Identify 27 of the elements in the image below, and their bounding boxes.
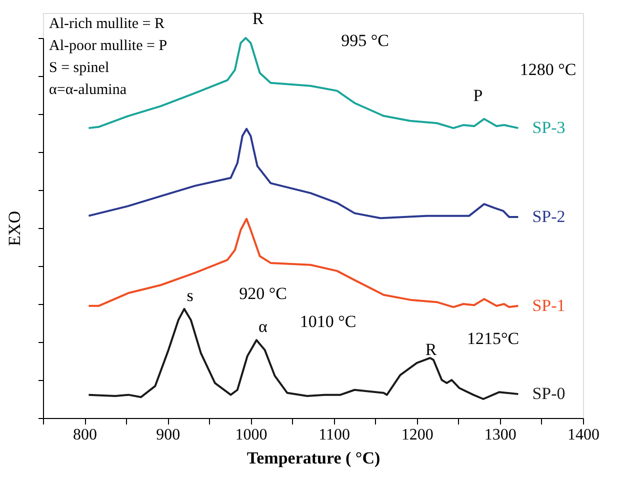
annotation: 1215°C (466, 329, 520, 348)
annotation: 920 °C (239, 284, 287, 303)
annotation: 1280 °C (520, 60, 576, 79)
annotation: 995 °C (341, 31, 389, 50)
series-label: SP-0 (532, 384, 566, 404)
x-tick-label: 800 (73, 426, 98, 444)
annotation: α (258, 317, 268, 336)
x-tick-label: 900 (156, 426, 180, 444)
annotation: R (425, 340, 438, 359)
x-tick-label: 1000 (235, 426, 268, 444)
annotation: 1010 °C (300, 312, 356, 331)
annotation: s (186, 286, 194, 305)
x-tick-label: 1300 (484, 426, 516, 444)
x-tick-label: 1200 (401, 426, 434, 444)
annotation: α=α-alumina (49, 82, 127, 98)
annotation: P (473, 86, 483, 105)
x-axis-title: Temperature ( °C) (246, 448, 380, 468)
series-label: SP-2 (532, 206, 566, 226)
series-label: SP-1 (532, 296, 566, 315)
annotation: S = spinel (49, 60, 110, 76)
series-label: SP-3 (532, 118, 566, 138)
text: Al-rich mullite = R (49, 16, 165, 32)
x-tick-label: 1400 (568, 426, 600, 444)
x-tick-label: 1100 (318, 426, 350, 444)
annotation: Al-poor mullite = P (49, 38, 168, 54)
text: R (252, 9, 264, 28)
y-axis-title: EXO (5, 211, 24, 246)
